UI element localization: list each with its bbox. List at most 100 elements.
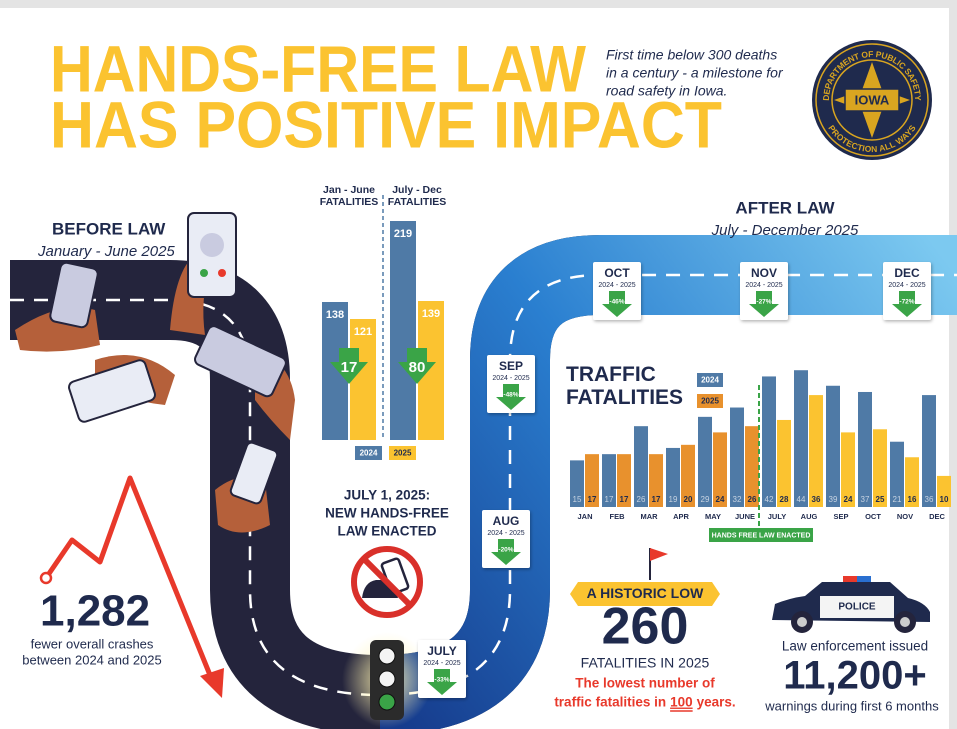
legend-label: 2025 bbox=[394, 449, 412, 458]
month-marker-period: 2024 - 2025 bbox=[487, 530, 524, 537]
enforcement-value: 11,200+ bbox=[783, 654, 927, 698]
month-marker-name: SEP bbox=[499, 359, 523, 373]
bar bbox=[777, 420, 791, 507]
x-tick-label: FEB bbox=[610, 512, 626, 521]
crashes-value: 1,282 bbox=[40, 587, 150, 636]
value-label: 19 bbox=[669, 495, 678, 504]
x-tick-label: DEC bbox=[929, 512, 945, 521]
x-tick-label: Jan - June FATALITIES bbox=[316, 185, 382, 208]
value-label: 25 bbox=[876, 495, 885, 504]
month-marker-period: 2024 - 2025 bbox=[492, 375, 529, 382]
value-label: 20 bbox=[684, 495, 693, 504]
chart-title-box: TRAFFIC FATALITIES bbox=[566, 364, 701, 420]
value-label: 17 bbox=[605, 495, 614, 504]
x-tick-label-box: Jan - June FATALITIES bbox=[316, 185, 382, 215]
legend-label: 2024 bbox=[701, 376, 719, 385]
x-tick-label: AUG bbox=[801, 512, 818, 521]
value-label: 139 bbox=[422, 308, 440, 320]
page: { "header": { "title_lines": ["HANDS-FRE… bbox=[0, 0, 957, 729]
month-marker-change: -33% bbox=[434, 677, 449, 684]
law-note-line: NEW HANDS-FREE bbox=[325, 506, 449, 521]
x-tick-label: NOV bbox=[897, 512, 913, 521]
historic-low-caption: FATALITIES IN 2025 bbox=[581, 655, 710, 671]
value-label: 17 bbox=[588, 495, 597, 504]
value-label: 16 bbox=[908, 495, 917, 504]
bar bbox=[794, 370, 808, 507]
x-tick-label: MAR bbox=[640, 512, 658, 521]
after-law-title: AFTER LAW bbox=[735, 198, 835, 217]
infographic: HANDS-FREE LAWHAS POSITIVE IMPACTFirst t… bbox=[0, 0, 957, 729]
no-phone-sign bbox=[354, 549, 420, 615]
enforcement-caption: warnings during first 6 months bbox=[764, 698, 939, 713]
value-label: 24 bbox=[844, 495, 853, 504]
value-label: 10 bbox=[940, 495, 949, 504]
police-label: POLICE bbox=[838, 602, 876, 613]
before-law-period: January - June 2025 bbox=[37, 243, 175, 260]
historic-low-note: The lowest number of bbox=[575, 676, 715, 691]
value-label: 17 bbox=[652, 495, 661, 504]
value-label: 42 bbox=[765, 495, 774, 504]
historic-low-note: years. bbox=[697, 695, 736, 710]
value-label: 39 bbox=[829, 495, 838, 504]
x-tick-label: July - Dec FATALITIES bbox=[384, 185, 450, 208]
before-law-title: BEFORE LAW bbox=[52, 219, 166, 238]
annotation: HANDS FREE LAW ENACTED bbox=[712, 532, 811, 539]
bar bbox=[390, 221, 416, 440]
value-label: 44 bbox=[797, 495, 806, 504]
value-label: 15 bbox=[573, 495, 582, 504]
month-marker-period: 2024 - 2025 bbox=[423, 660, 460, 667]
chart-title: TRAFFIC FATALITIES bbox=[566, 364, 701, 409]
value-label: 26 bbox=[748, 495, 757, 504]
x-tick-label: SEP bbox=[833, 512, 848, 521]
subtitle-line: First time below 300 deaths bbox=[606, 47, 777, 63]
month-marker-name: OCT bbox=[604, 266, 630, 280]
x-tick-label: MAY bbox=[705, 512, 721, 521]
seal-center-text: IOWA bbox=[855, 92, 890, 107]
value-label: 21 bbox=[893, 495, 902, 504]
historic-low-value: 260 bbox=[602, 598, 689, 656]
enforcement-intro: Law enforcement issued bbox=[782, 639, 928, 654]
after-law-period: July - December 2025 bbox=[711, 222, 859, 239]
month-marker-change: -72% bbox=[899, 299, 914, 306]
month-marker-change: -48% bbox=[503, 392, 518, 399]
value-label: 28 bbox=[780, 495, 789, 504]
crashes-caption: between 2024 and 2025 bbox=[22, 652, 162, 667]
value-label: 26 bbox=[637, 495, 646, 504]
x-tick-label: JAN bbox=[577, 512, 592, 521]
x-tick-label: JULY bbox=[768, 512, 786, 521]
value-label: 121 bbox=[354, 326, 372, 338]
month-marker-name: DEC bbox=[894, 266, 920, 280]
x-tick-label: OCT bbox=[865, 512, 881, 521]
bar bbox=[762, 376, 776, 507]
month-marker-period: 2024 - 2025 bbox=[745, 282, 782, 289]
law-note-line: LAW ENACTED bbox=[338, 524, 437, 539]
value-label: 36 bbox=[925, 495, 934, 504]
bar bbox=[730, 408, 744, 507]
value-label: 138 bbox=[326, 309, 344, 321]
legend-label: 2025 bbox=[701, 397, 719, 406]
historic-low-note: traffic fatalities in bbox=[554, 695, 666, 710]
value-label: 17 bbox=[620, 495, 629, 504]
difference-label: 17 bbox=[341, 359, 358, 376]
value-label: 37 bbox=[861, 495, 870, 504]
crashes-caption: fewer overall crashes bbox=[31, 636, 154, 651]
month-marker-period: 2024 - 2025 bbox=[598, 282, 635, 289]
subtitle-line: in a century - a milestone for bbox=[606, 65, 784, 81]
x-tick-label: JUNE bbox=[735, 512, 755, 521]
month-marker-change: -27% bbox=[756, 299, 771, 306]
value-label: 29 bbox=[701, 495, 710, 504]
value-label: 219 bbox=[394, 228, 412, 240]
month-marker-period: 2024 - 2025 bbox=[888, 282, 925, 289]
difference-label: 80 bbox=[409, 359, 426, 376]
month-marker-name: AUG bbox=[493, 514, 520, 528]
bar bbox=[858, 392, 872, 507]
x-tick-label-box: July - Dec FATALITIES bbox=[384, 185, 450, 215]
month-marker-change: -46% bbox=[609, 299, 624, 306]
x-tick-label: APR bbox=[673, 512, 689, 521]
bar bbox=[809, 395, 823, 507]
bar bbox=[698, 417, 712, 507]
subtitle-line: road safety in Iowa. bbox=[606, 83, 727, 99]
month-marker-name: JULY bbox=[427, 644, 457, 658]
value-label: 24 bbox=[716, 495, 725, 504]
month-marker-name: NOV bbox=[751, 266, 777, 280]
